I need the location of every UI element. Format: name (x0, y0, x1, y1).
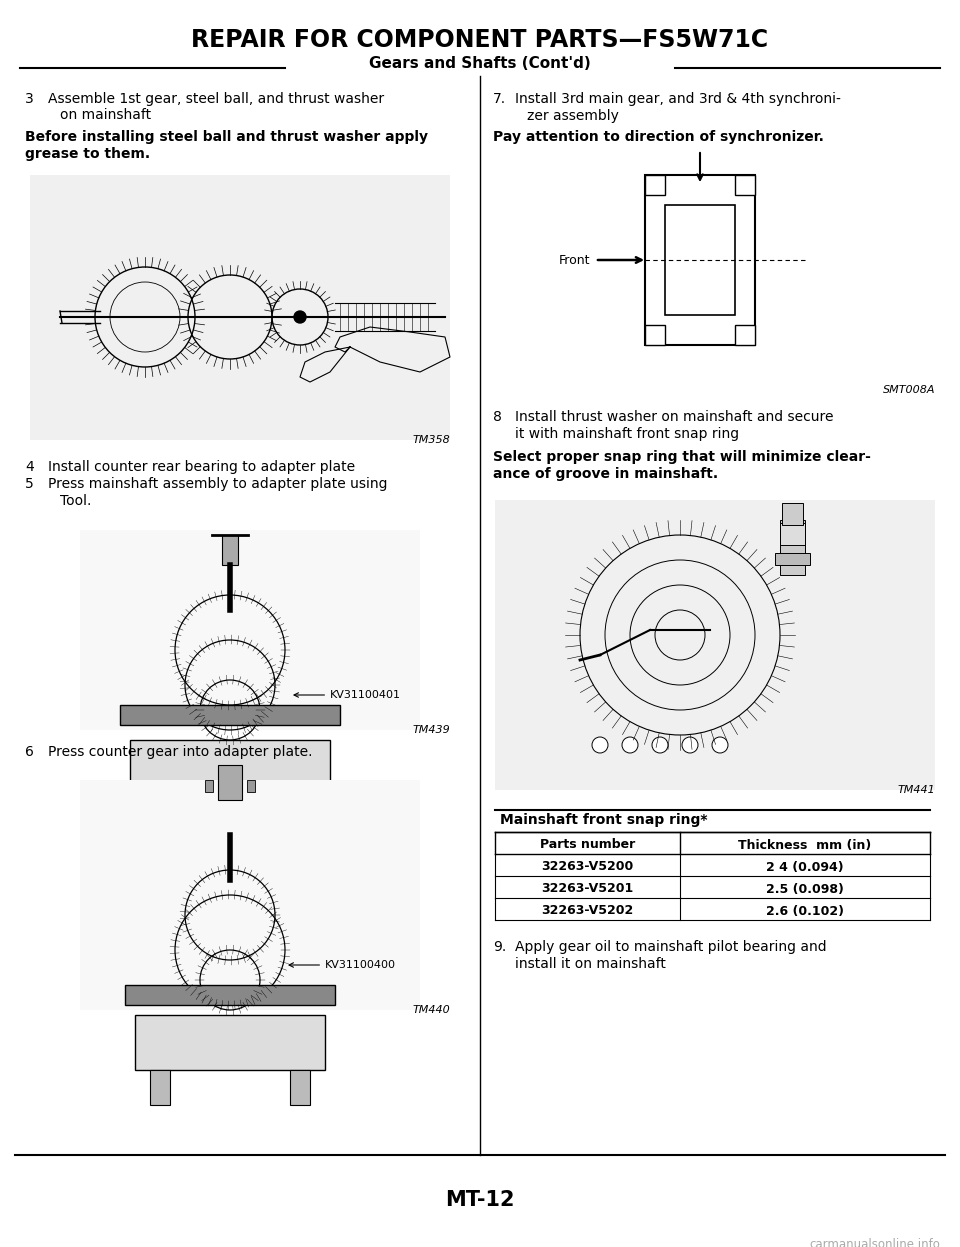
Text: Apply gear oil to mainshaft pilot bearing and: Apply gear oil to mainshaft pilot bearin… (515, 940, 827, 954)
Circle shape (592, 737, 608, 753)
Bar (135, 1015, 325, 1070)
Bar (290, 801, 310, 840)
Bar (125, 985, 335, 1005)
Text: TM358: TM358 (412, 435, 450, 445)
Bar (495, 832, 930, 854)
Bar (120, 705, 340, 725)
Text: REPAIR FOR COMPONENT PARTS—FS5W71C: REPAIR FOR COMPONENT PARTS—FS5W71C (191, 27, 769, 52)
Circle shape (622, 737, 638, 753)
Text: MT-12: MT-12 (445, 1190, 515, 1210)
Text: KV31100401: KV31100401 (294, 690, 401, 700)
Bar (782, 503, 803, 525)
Text: KV31100400: KV31100400 (289, 960, 396, 970)
Text: Tool.: Tool. (60, 494, 91, 508)
Text: SMT008A: SMT008A (882, 385, 935, 395)
Bar (775, 552, 810, 565)
Text: 32263-V5200: 32263-V5200 (541, 860, 634, 873)
Text: grease to them.: grease to them. (25, 147, 150, 161)
Text: 9.: 9. (493, 940, 506, 954)
Bar (130, 739, 330, 801)
Text: ance of groove in mainshaft.: ance of groove in mainshaft. (493, 466, 718, 481)
Bar (150, 801, 170, 840)
Text: TM441: TM441 (898, 786, 935, 796)
Text: on mainshaft: on mainshaft (60, 108, 151, 122)
Text: Front: Front (559, 253, 590, 267)
Bar (645, 175, 665, 195)
Text: 7.: 7. (493, 92, 506, 106)
Bar (645, 325, 665, 345)
Text: Gears and Shafts (Cont'd): Gears and Shafts (Cont'd) (370, 56, 590, 71)
Bar (218, 764, 242, 801)
Text: 32263-V5201: 32263-V5201 (541, 883, 634, 895)
Text: 6: 6 (25, 744, 34, 759)
Text: 2 4 (0.094): 2 4 (0.094) (766, 860, 844, 873)
Text: Before installing steel ball and thrust washer apply: Before installing steel ball and thrust … (25, 130, 428, 143)
Text: Parts number: Parts number (540, 838, 636, 852)
Bar (80, 530, 420, 729)
Text: TM440: TM440 (412, 1005, 450, 1015)
Bar (495, 500, 935, 791)
Text: 5: 5 (25, 478, 34, 491)
Bar (735, 325, 755, 345)
Bar (30, 175, 450, 440)
Text: Press counter gear into adapter plate.: Press counter gear into adapter plate. (48, 744, 313, 759)
Text: Install counter rear bearing to adapter plate: Install counter rear bearing to adapter … (48, 460, 355, 474)
Text: Assemble 1st gear, steel ball, and thrust washer: Assemble 1st gear, steel ball, and thrus… (48, 92, 384, 106)
Bar (150, 1070, 170, 1105)
Text: 2.5 (0.098): 2.5 (0.098) (766, 883, 844, 895)
Bar (780, 520, 805, 575)
Bar (665, 205, 735, 315)
Text: Press mainshaft assembly to adapter plate using: Press mainshaft assembly to adapter plat… (48, 478, 388, 491)
Bar (645, 175, 755, 345)
Bar (222, 535, 238, 565)
Text: TM439: TM439 (412, 725, 450, 734)
Text: 8: 8 (493, 410, 502, 424)
Circle shape (294, 311, 306, 323)
Text: Mainshaft front snap ring*: Mainshaft front snap ring* (500, 813, 708, 827)
Circle shape (712, 737, 728, 753)
Text: carmanualsonline.info: carmanualsonline.info (809, 1238, 940, 1247)
Bar (80, 781, 420, 1010)
Text: 32263-V5202: 32263-V5202 (541, 904, 634, 918)
Text: Pay attention to direction of synchronizer.: Pay attention to direction of synchroniz… (493, 130, 824, 143)
Text: Thickness  mm (in): Thickness mm (in) (738, 838, 872, 852)
Bar (205, 781, 213, 792)
Text: it with mainshaft front snap ring: it with mainshaft front snap ring (515, 426, 739, 441)
Text: 3: 3 (25, 92, 34, 106)
Text: install it on mainshaft: install it on mainshaft (515, 956, 666, 971)
Circle shape (682, 737, 698, 753)
Text: Install thrust washer on mainshaft and secure: Install thrust washer on mainshaft and s… (515, 410, 833, 424)
Text: 4: 4 (25, 460, 34, 474)
Text: 2.6 (0.102): 2.6 (0.102) (766, 904, 844, 918)
Circle shape (652, 737, 668, 753)
Text: zer assembly: zer assembly (527, 108, 619, 123)
Bar (290, 1070, 310, 1105)
Text: Install 3rd main gear, and 3rd & 4th synchroni-: Install 3rd main gear, and 3rd & 4th syn… (515, 92, 841, 106)
Bar (735, 175, 755, 195)
Text: Select proper snap ring that will minimize clear-: Select proper snap ring that will minimi… (493, 450, 871, 464)
Bar (780, 522, 805, 545)
Bar (247, 781, 255, 792)
